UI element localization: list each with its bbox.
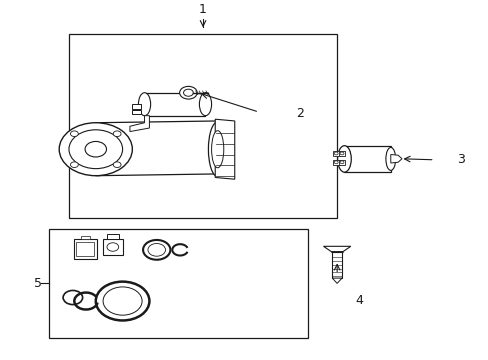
Bar: [338, 160, 345, 165]
Bar: [76, 242, 94, 256]
Circle shape: [339, 161, 343, 164]
Circle shape: [339, 152, 343, 155]
Bar: [81, 236, 90, 239]
Circle shape: [107, 243, 119, 251]
Polygon shape: [323, 246, 350, 252]
Ellipse shape: [199, 93, 211, 116]
Bar: [332, 160, 339, 165]
Bar: [103, 239, 122, 255]
Circle shape: [333, 152, 337, 155]
Polygon shape: [215, 119, 234, 179]
Circle shape: [59, 123, 132, 176]
Ellipse shape: [385, 148, 395, 170]
Text: 3: 3: [456, 153, 464, 166]
Ellipse shape: [138, 93, 150, 116]
Circle shape: [113, 131, 121, 136]
Bar: [132, 104, 141, 109]
Bar: [344, 146, 390, 172]
Text: 5: 5: [34, 277, 42, 290]
Polygon shape: [331, 278, 341, 283]
Circle shape: [70, 162, 78, 167]
Polygon shape: [96, 121, 217, 176]
Ellipse shape: [208, 122, 226, 176]
Bar: [69, 35, 336, 218]
Bar: [132, 110, 141, 114]
Circle shape: [85, 141, 106, 157]
Circle shape: [70, 131, 78, 136]
Text: 1: 1: [199, 3, 206, 16]
Ellipse shape: [337, 146, 350, 172]
Circle shape: [113, 162, 121, 167]
Bar: [332, 151, 339, 156]
Circle shape: [183, 89, 193, 96]
Bar: [74, 239, 97, 259]
Circle shape: [179, 86, 197, 99]
Bar: [331, 252, 341, 278]
Polygon shape: [130, 116, 149, 131]
Text: 2: 2: [295, 107, 303, 120]
Bar: [338, 151, 345, 156]
Bar: [144, 93, 205, 116]
Circle shape: [69, 130, 122, 168]
Bar: [107, 234, 119, 239]
Circle shape: [333, 161, 337, 164]
Bar: [49, 229, 307, 338]
Polygon shape: [390, 154, 401, 163]
Ellipse shape: [211, 131, 224, 168]
Text: 4: 4: [354, 294, 362, 307]
